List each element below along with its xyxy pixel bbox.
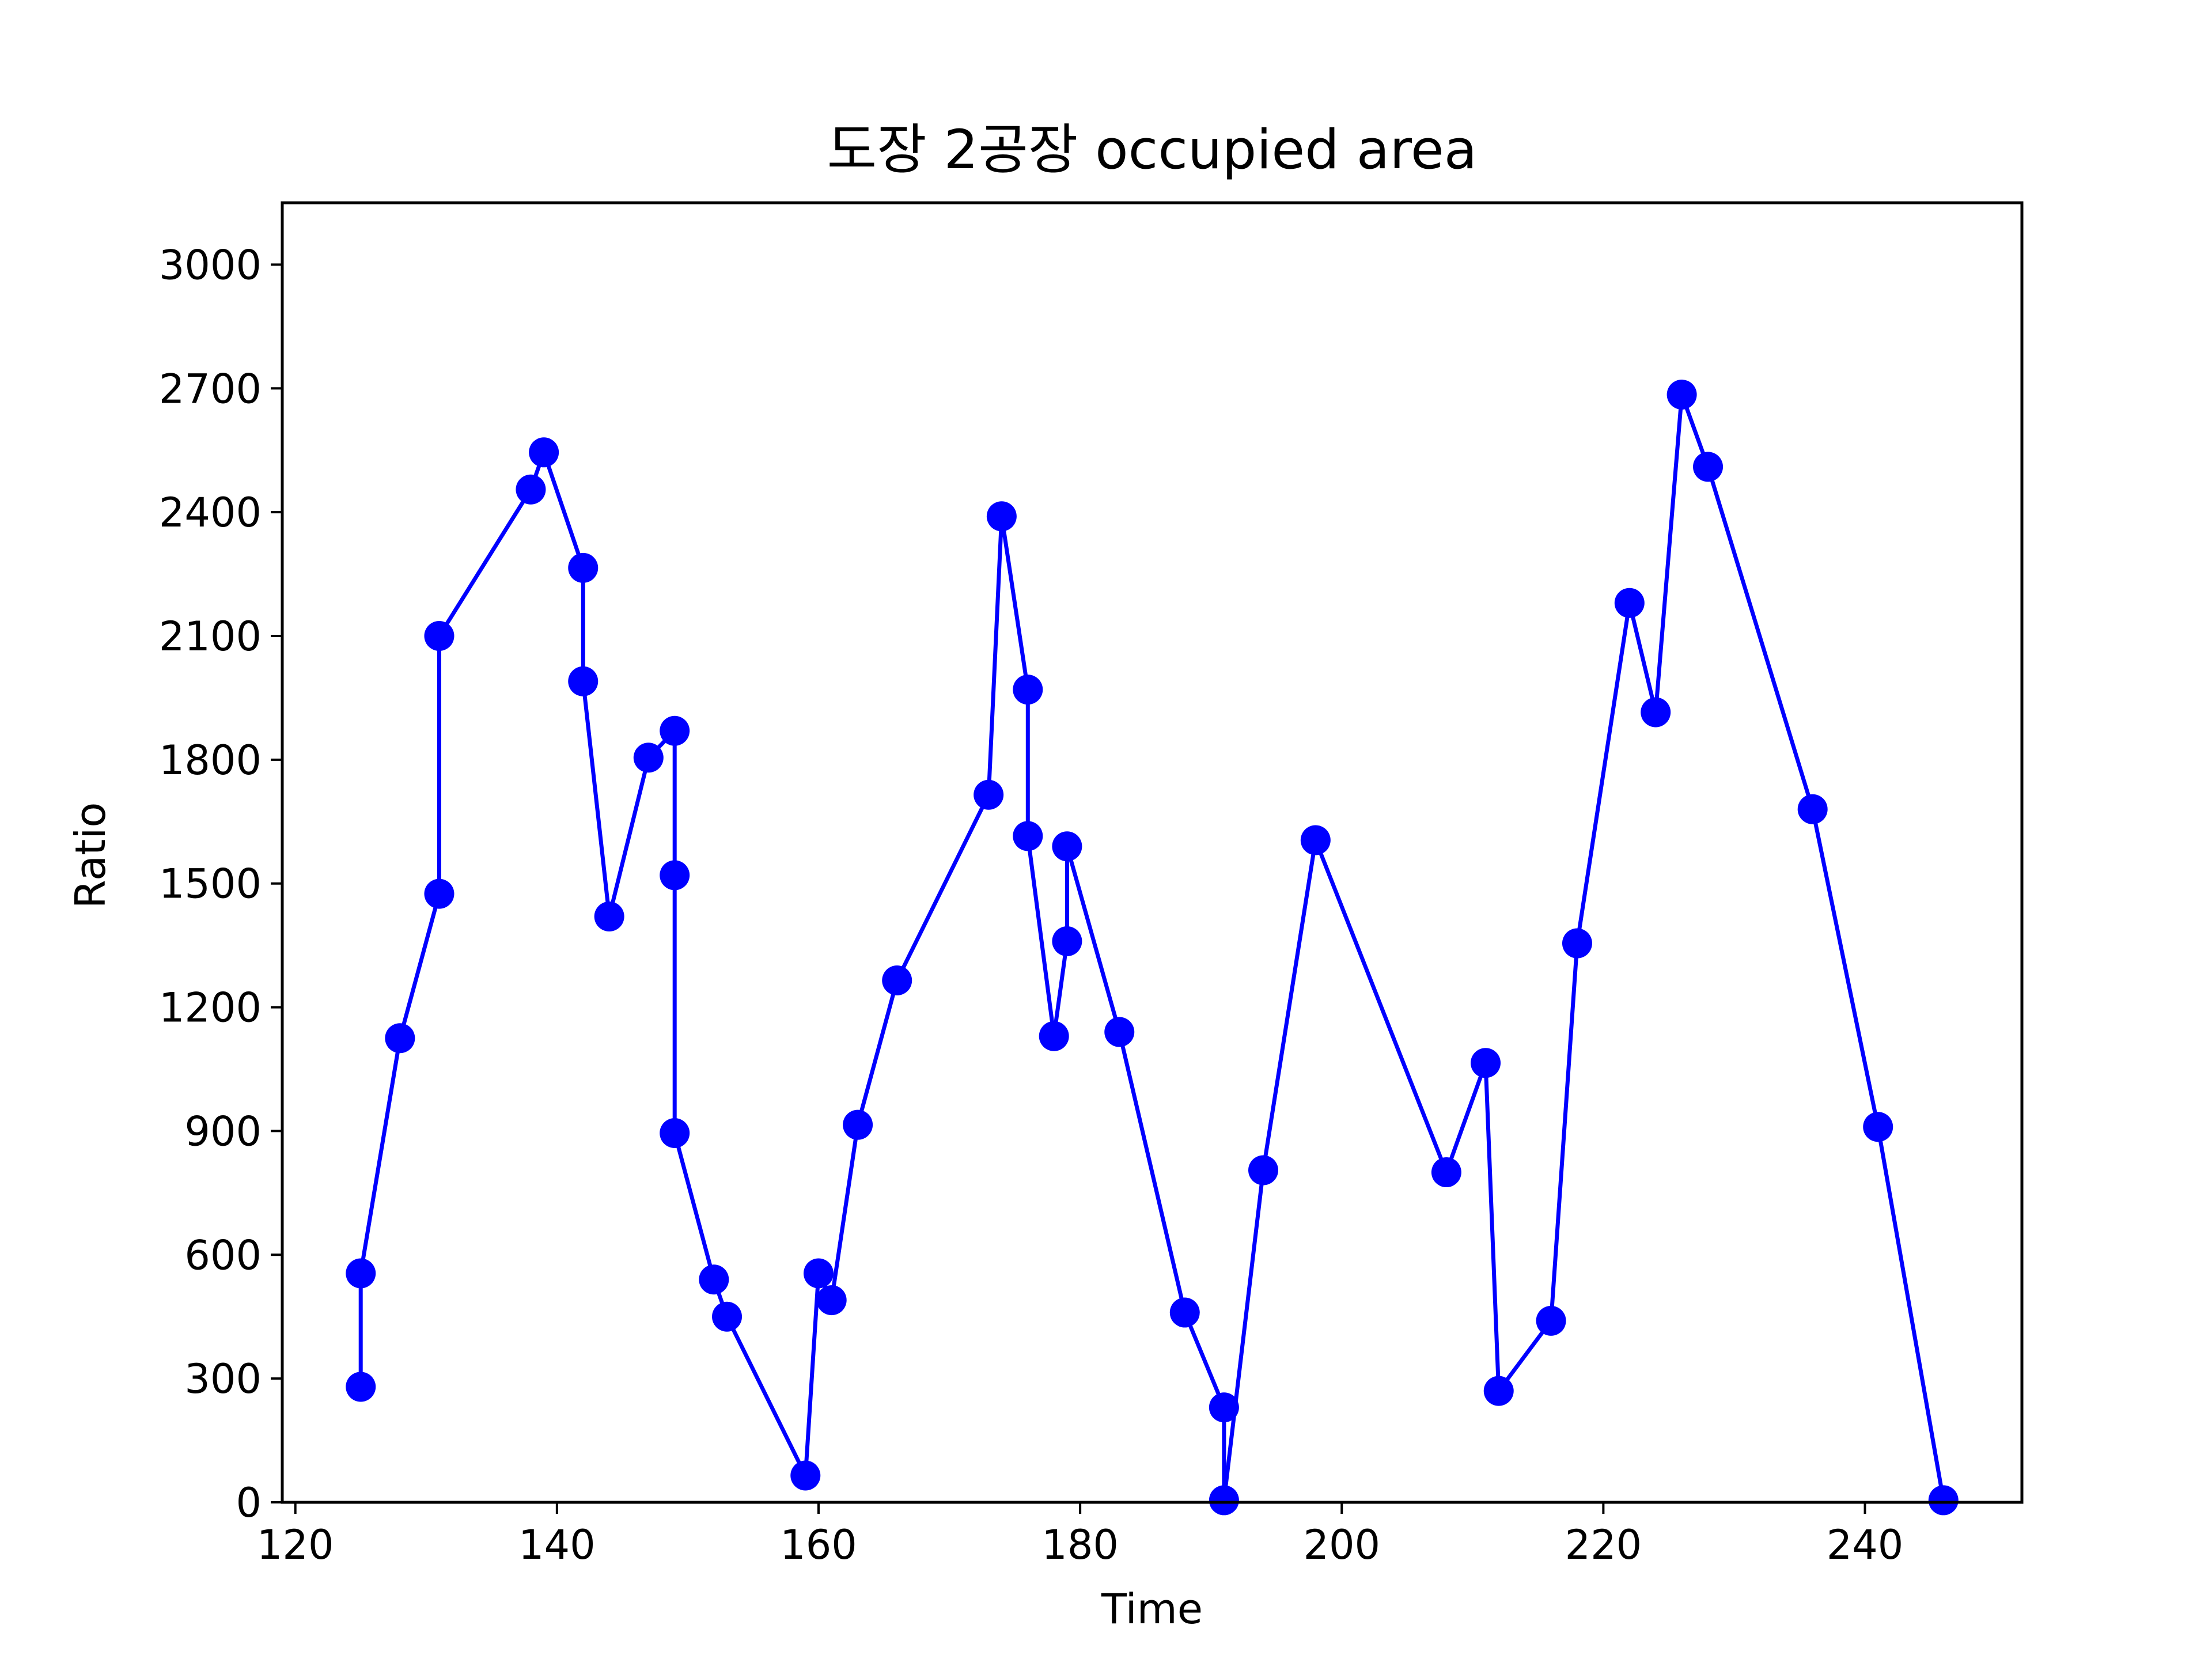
y-tick-label: 3000 (159, 241, 262, 289)
data-point (803, 1258, 834, 1289)
data-point (1209, 1392, 1239, 1423)
y-tick-label: 0 (236, 1479, 262, 1527)
data-point (1104, 1017, 1135, 1047)
y-tick-label: 2700 (159, 365, 262, 412)
data-point (424, 878, 454, 909)
data-point (1013, 821, 1043, 851)
y-tick-label: 600 (184, 1232, 262, 1279)
data-point (385, 1023, 415, 1054)
data-point (424, 621, 454, 651)
data-point (1052, 926, 1082, 956)
data-point (1666, 380, 1697, 410)
data-point (346, 1372, 376, 1402)
data-point (790, 1460, 821, 1491)
data-point (594, 902, 624, 932)
data-point (974, 779, 1004, 810)
data-point (1863, 1112, 1893, 1142)
series-line (358, 392, 1946, 1502)
series-layer (346, 380, 1959, 1516)
y-tick-label: 2100 (159, 613, 262, 660)
y-axis: 0 300 600 900 1200 1500 1800 2100 2400 2700 3000 (159, 241, 282, 1527)
data-point (346, 1258, 376, 1289)
data-point (882, 965, 912, 996)
data-point (1562, 928, 1592, 959)
data-point (712, 1301, 743, 1332)
chart-title: 도장 2공장 occupied area (827, 119, 1478, 181)
data-point (816, 1285, 847, 1316)
data-point (1693, 452, 1724, 482)
y-axis-label: Ratio (66, 802, 115, 909)
y-tick-label: 1800 (159, 737, 262, 784)
plot-area-frame (281, 201, 2024, 1504)
data-point (1209, 1485, 1239, 1516)
data-point (1013, 675, 1043, 705)
x-tick-label: 220 (1565, 1521, 1642, 1569)
data-point (568, 666, 599, 696)
x-tick-label: 200 (1303, 1521, 1380, 1569)
data-point (1471, 1048, 1501, 1078)
data-point (529, 437, 559, 468)
data-point (1614, 588, 1645, 618)
data-point (660, 860, 690, 891)
x-tick-label: 160 (780, 1521, 857, 1569)
data-point (843, 1109, 873, 1140)
data-point (1039, 1021, 1069, 1051)
y-tick-label: 900 (184, 1108, 262, 1155)
data-point (1536, 1305, 1566, 1336)
data-point (633, 743, 664, 773)
data-point (1641, 697, 1671, 728)
data-point (986, 501, 1017, 532)
data-point (660, 715, 690, 746)
data-point (660, 1118, 690, 1149)
data-point (1483, 1376, 1514, 1406)
data-point (1928, 1485, 1959, 1516)
x-tick-label: 140 (518, 1521, 596, 1569)
x-axis: 120 140 160 180 200 220 240 (257, 1502, 1903, 1569)
data-point (1300, 825, 1331, 855)
data-point (1052, 831, 1082, 862)
data-point (516, 474, 546, 505)
x-tick-label: 120 (257, 1521, 334, 1569)
x-axis-label: Time (1101, 1585, 1203, 1633)
data-point (1169, 1297, 1200, 1328)
y-tick-label: 1500 (159, 861, 262, 908)
data-point (568, 552, 599, 583)
y-tick-label: 300 (184, 1355, 262, 1403)
data-point (1431, 1157, 1461, 1188)
y-tick-label: 1200 (159, 984, 262, 1032)
x-tick-label: 180 (1041, 1521, 1119, 1569)
data-point (1248, 1155, 1279, 1185)
x-tick-label: 240 (1827, 1521, 1904, 1569)
data-point (699, 1264, 729, 1295)
data-point (1797, 794, 1828, 824)
y-tick-label: 2400 (159, 489, 262, 536)
